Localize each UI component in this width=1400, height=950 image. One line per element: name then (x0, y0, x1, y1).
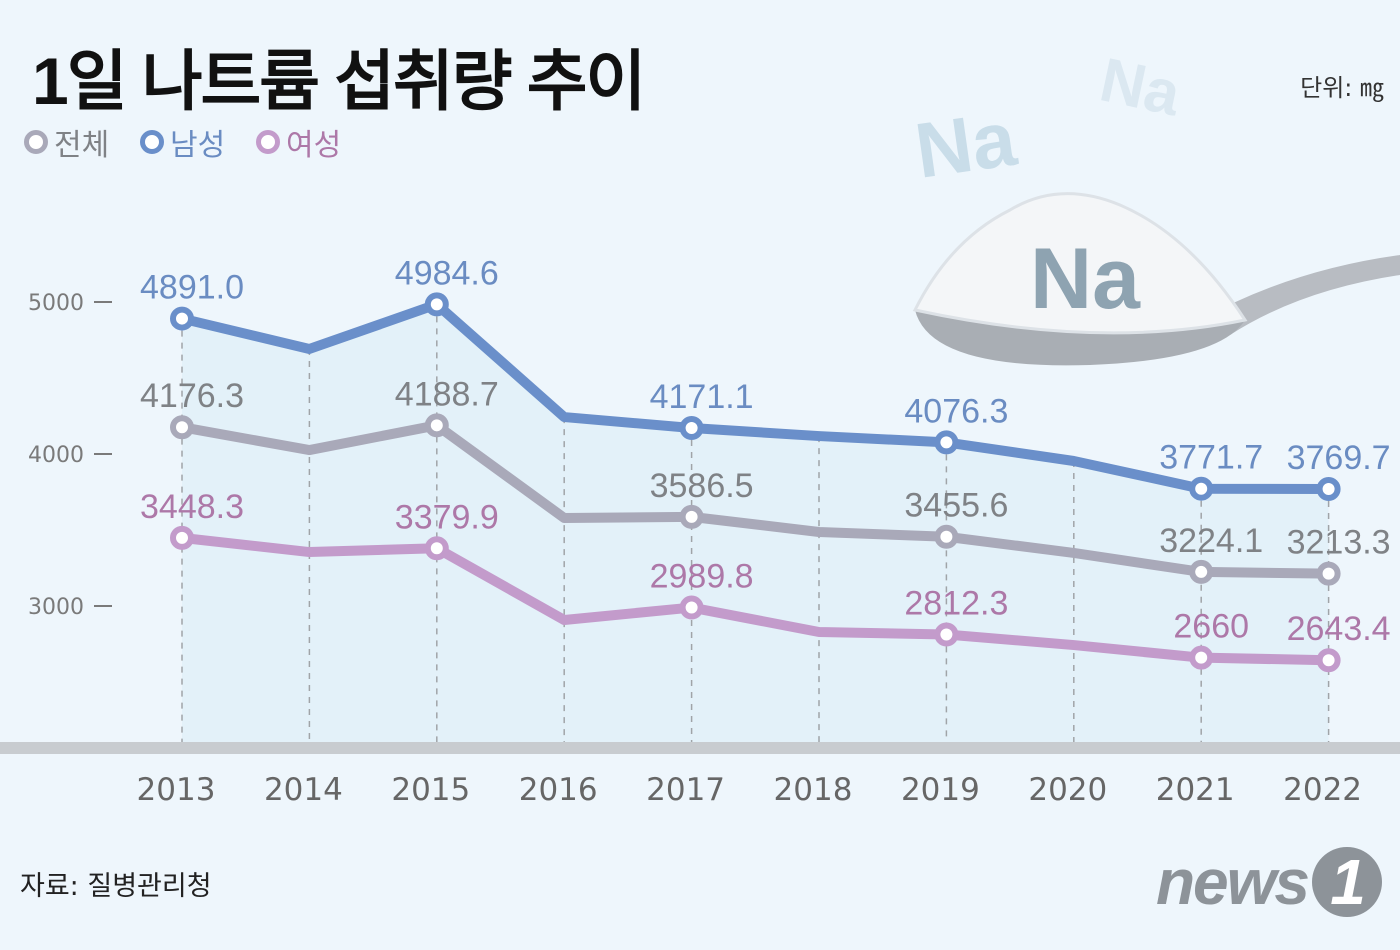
x-tick-label: 2016 (519, 772, 598, 808)
unit-label: 단위: ㎎ (1300, 74, 1384, 102)
legend-label: 전체 (54, 128, 110, 163)
data-point-male (679, 415, 704, 440)
data-point-female (934, 622, 959, 647)
y-tick-label: 4000 (28, 443, 84, 468)
x-tick-label: 2014 (264, 772, 343, 808)
data-label-female: 2989.8 (650, 558, 754, 596)
data-point-female (170, 525, 194, 550)
data-label-female: 3379.9 (395, 498, 499, 536)
data-point-total (1189, 559, 1214, 584)
data-label-male: 3769.7 (1287, 439, 1391, 477)
x-tick-label: 2022 (1283, 772, 1362, 808)
data-point-female (679, 595, 704, 620)
page-title: 1일 나트륨 섭취량 추이 (32, 44, 646, 118)
x-tick-label: 2013 (137, 772, 216, 808)
salt-pile-icon (912, 192, 1248, 335)
data-point-total (170, 415, 194, 440)
data-point-male (1316, 477, 1341, 502)
x-tick-label: 2015 (391, 772, 470, 808)
y-tick-label: 5000 (28, 291, 84, 316)
data-point-male (424, 292, 449, 317)
data-label-total: 3213.3 (1287, 524, 1391, 562)
data-label-female: 3448.3 (140, 488, 244, 526)
data-point-total (424, 413, 449, 438)
data-label-female: 2660 (1173, 608, 1249, 646)
data-point-female (424, 536, 449, 561)
legend-marker-icon (140, 130, 164, 154)
series-line-total (181, 420, 1329, 579)
legend-item-male: 남성 (140, 120, 225, 164)
data-point-male (170, 306, 194, 331)
spoon-handle-icon (1200, 255, 1400, 335)
data-label-total: 3455.6 (904, 487, 1008, 525)
data-label-male: 4891.0 (140, 269, 244, 307)
legend-item-female: 여성 (256, 120, 341, 164)
legend-marker-icon (24, 130, 48, 154)
data-label-male: 4076.3 (904, 392, 1008, 430)
y-tick-label: 3000 (28, 595, 84, 620)
data-point-female (1189, 645, 1214, 670)
x-tick-label: 2018 (774, 772, 853, 808)
legend-label: 남성 (170, 128, 226, 163)
data-label-total: 4188.7 (395, 375, 499, 413)
series-line-female (181, 532, 1329, 666)
data-label-female: 2812.3 (904, 585, 1008, 623)
legend-item-total: 전체 (24, 120, 109, 164)
data-label-male: 4171.1 (650, 378, 754, 416)
baseline-band (0, 742, 1400, 754)
x-tick-label: 2019 (901, 772, 980, 808)
series-line-male (180, 299, 1329, 495)
data-label-total: 3224.1 (1159, 522, 1263, 560)
data-label-total: 4176.3 (140, 377, 244, 415)
data-label-male: 4984.6 (395, 254, 499, 292)
news1-logo: news 1 (1156, 845, 1382, 919)
data-point-total (679, 504, 704, 529)
na-decor-text: Na (1094, 45, 1186, 129)
data-point-total (934, 524, 959, 549)
data-label-female: 2643.4 (1287, 610, 1391, 648)
x-tick-label: 2021 (1156, 772, 1235, 808)
data-point-total (1316, 561, 1341, 586)
data-point-female (1316, 648, 1341, 673)
data-point-male (1189, 476, 1214, 501)
x-tick-label: 2017 (646, 772, 725, 808)
na-salt-text: Na (1030, 231, 1141, 327)
data-label-total: 3586.5 (650, 467, 754, 505)
na-decor-text: Na (910, 94, 1022, 195)
data-point-male (934, 430, 959, 455)
legend-label: 여성 (286, 128, 342, 163)
source-note: 자료: 질병관리청 (20, 871, 212, 902)
data-label-male: 3771.7 (1159, 439, 1263, 477)
x-tick-label: 2020 (1028, 772, 1107, 808)
legend-marker-icon (256, 130, 280, 154)
